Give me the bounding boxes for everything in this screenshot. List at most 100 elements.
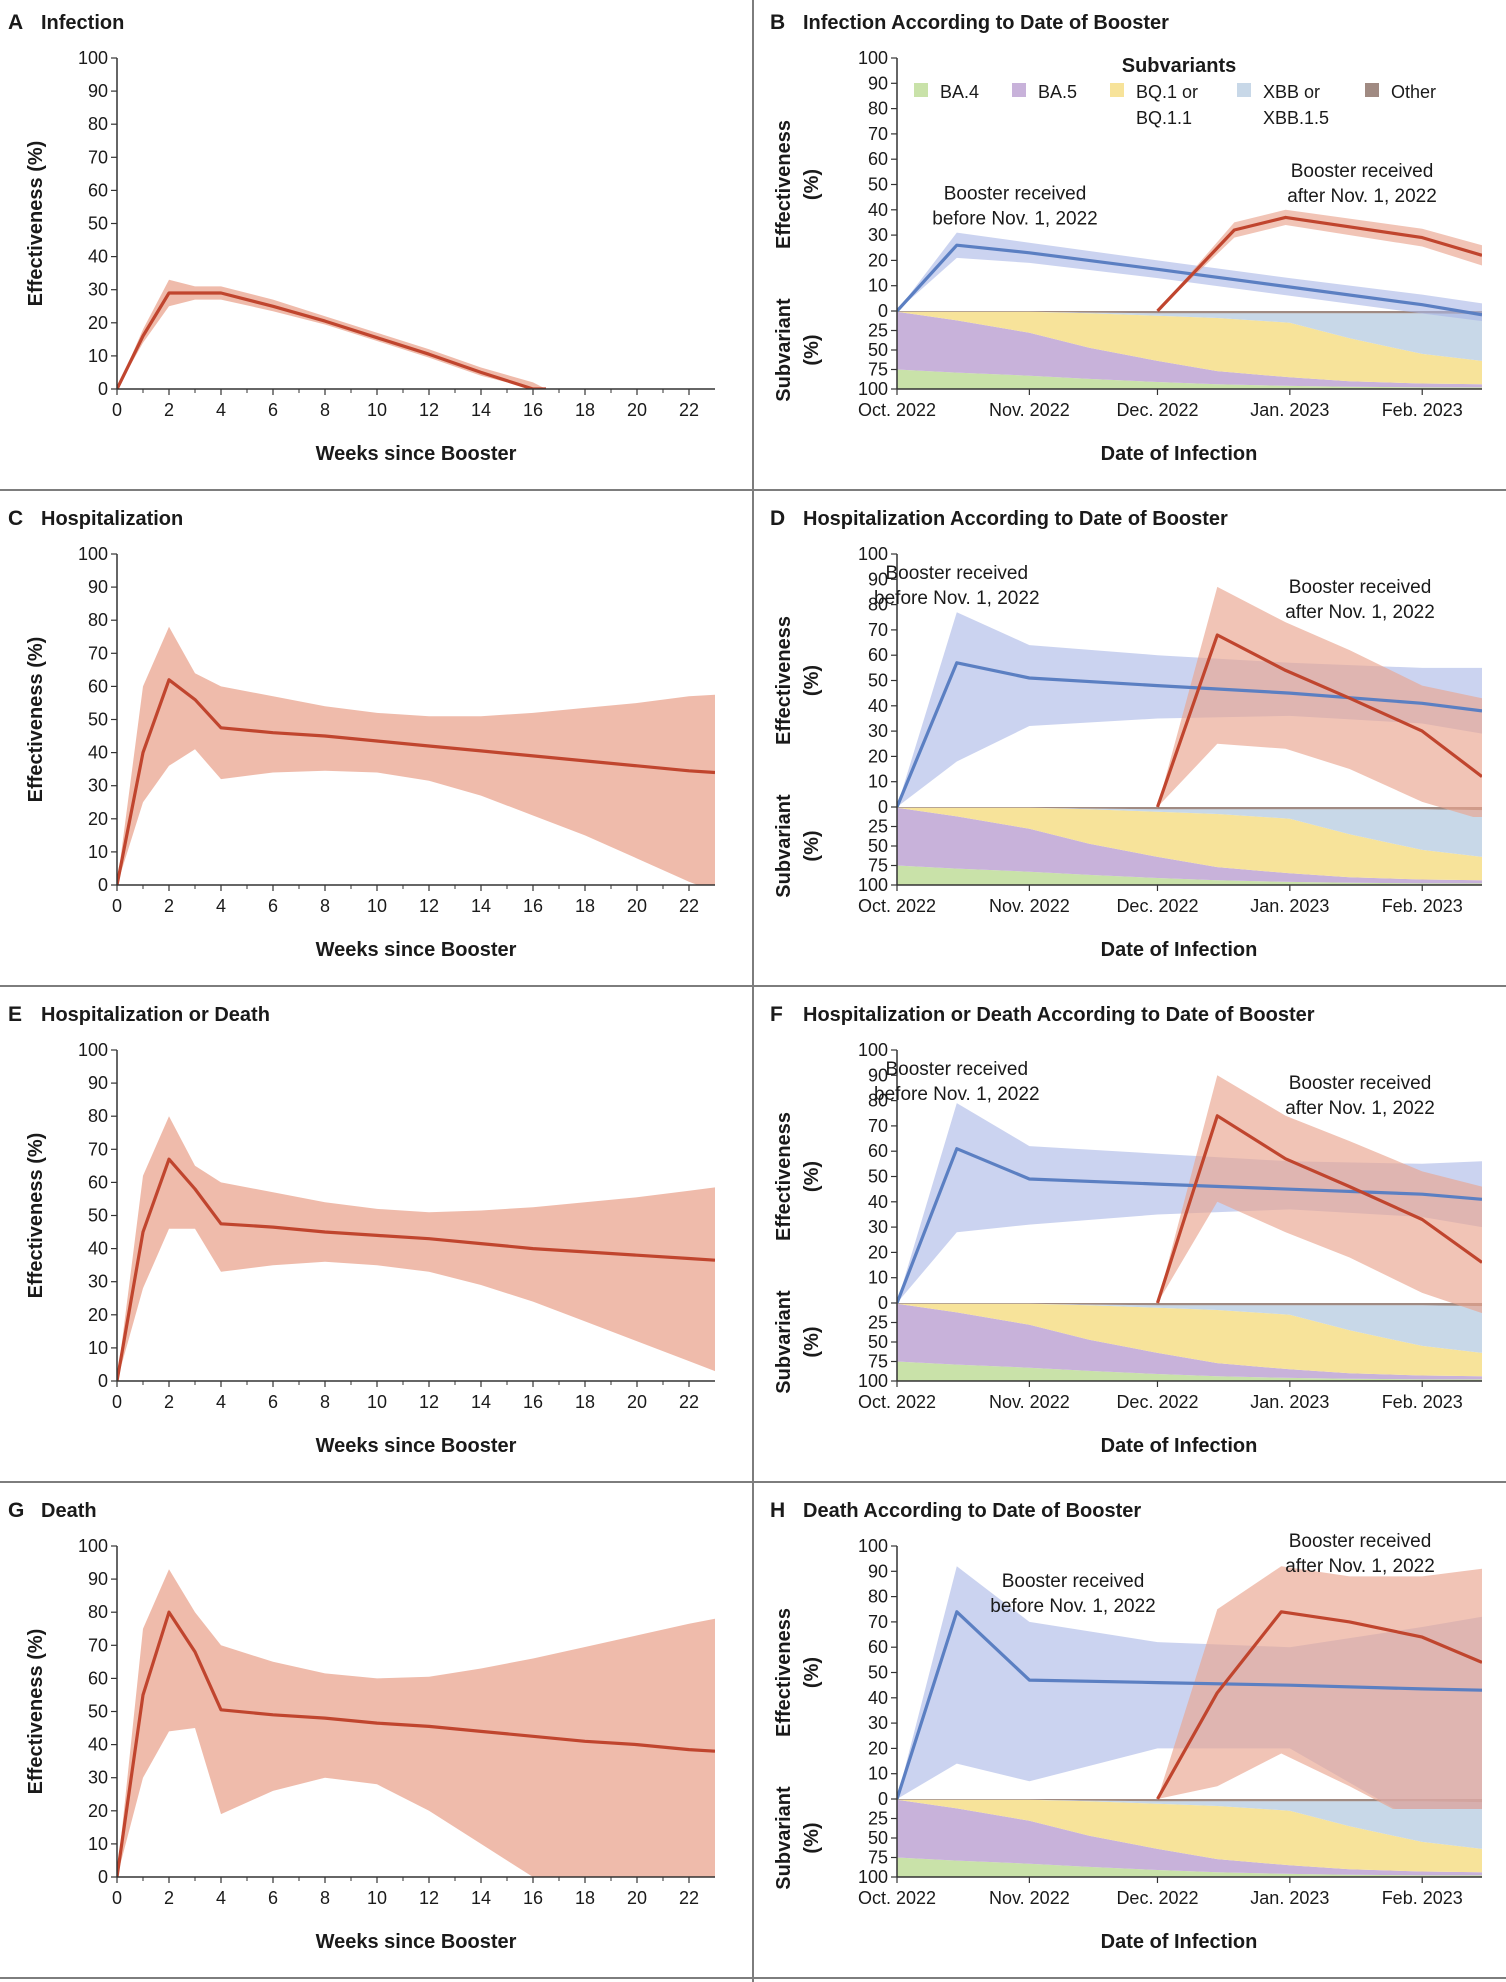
y-tick-label: 50 (868, 1167, 888, 1187)
y-tick-label: 40 (868, 200, 888, 220)
before-effectiveness-line (897, 661, 1482, 808)
y-tick-label: 100 (78, 1536, 108, 1556)
subvariant-area-bq-1-or-bq-1-1 (897, 311, 1482, 385)
x-tick-label: 2 (164, 400, 174, 420)
x-tick-label: 10 (367, 896, 387, 916)
y-tick-label: 60 (88, 1172, 108, 1192)
y-tick-label: 40 (88, 1239, 108, 1259)
x-tick-label: 2 (164, 1392, 174, 1412)
y-tick-label: 100 (78, 544, 108, 564)
subvariant-stack (897, 807, 1482, 885)
annotation-before: before Nov. 1, 2022 (990, 1596, 1155, 1617)
y-tick-label: 70 (868, 1612, 888, 1632)
panel-letter: A (8, 11, 23, 34)
x-tick-label: 0 (112, 400, 122, 420)
y-tick-label: 0 (878, 1293, 888, 1313)
after-effectiveness-line (1156, 215, 1482, 313)
sub-tick-label: 50 (868, 1828, 888, 1848)
y-tick-label: 80 (868, 99, 888, 119)
y-axis-unit: (%) (801, 169, 823, 200)
y-tick-label: 10 (88, 1834, 108, 1854)
sub-tick-label: 100 (858, 1371, 888, 1391)
x-tick-label: 12 (419, 1392, 439, 1412)
annotation-before: before Nov. 1, 2022 (932, 209, 1097, 230)
y-tick-label: 80 (868, 595, 888, 615)
y-axis-title: Effectiveness (%) (25, 637, 47, 803)
panel-title: Hospitalization According to Date of Boo… (803, 508, 1228, 530)
y-tick-label: 70 (88, 643, 108, 663)
subvariant-stack (897, 1799, 1482, 1877)
subvariant-area-other (897, 311, 1482, 315)
annotation-before: before Nov. 1, 2022 (874, 1084, 1039, 1105)
y-tick-label: 40 (88, 247, 108, 267)
plot-area (117, 279, 546, 389)
subvariant-area-xbb-or-xbb-1-5 (897, 1303, 1482, 1353)
legend-swatch (1110, 83, 1124, 97)
x-tick-label: Feb. 2023 (1382, 896, 1463, 916)
y-tick-label: 0 (878, 797, 888, 817)
sub-tick-label: 75 (868, 360, 888, 380)
sub-axis-title: Subvariant (773, 1786, 795, 1890)
x-tick-label: 10 (367, 1888, 387, 1908)
subvariant-area-ba-4 (897, 1857, 1482, 1877)
y-axis-title: Effectiveness (%) (25, 1629, 47, 1795)
y-tick-label: 100 (858, 1536, 888, 1556)
y-tick-label: 10 (868, 276, 888, 296)
sub-axis-unit: (%) (801, 830, 823, 861)
subvariant-stack (897, 311, 1482, 389)
subvariant-area-bq-1-or-bq-1-1 (897, 807, 1482, 881)
y-tick-label: 40 (88, 1735, 108, 1755)
y-tick-label: 60 (88, 676, 108, 696)
y-tick-label: 80 (88, 1602, 108, 1622)
annotation-after: Booster received (1289, 1531, 1432, 1552)
x-tick-label: 20 (627, 400, 647, 420)
sub-tick-label: 50 (868, 1332, 888, 1352)
x-tick-label: 22 (679, 896, 699, 916)
y-axis-title: Effectiveness (773, 1112, 795, 1241)
y-tick-label: 30 (868, 225, 888, 245)
y-tick-label: 0 (98, 875, 108, 895)
subvariant-area-ba-5 (897, 1303, 1482, 1380)
annotation-before: Booster received (885, 1059, 1028, 1080)
y-tick-label: 60 (868, 149, 888, 169)
annotation-before: before Nov. 1, 2022 (874, 588, 1039, 609)
confidence-band (117, 1116, 715, 1381)
panel-letter: E (8, 1003, 22, 1026)
x-tick-label: 22 (679, 1888, 699, 1908)
y-tick-label: 0 (878, 301, 888, 321)
panel-a: A Infection 0 10 20 30 40 50 60 70 80 90 100 0 2 4 6 8 10 1… (8, 11, 715, 465)
legend-label: BQ.1 or (1136, 82, 1198, 102)
subvariant-area-other (897, 1303, 1482, 1307)
x-tick-label: 6 (268, 1888, 278, 1908)
x-tick-label: 18 (575, 896, 595, 916)
x-tick-label: 12 (419, 896, 439, 916)
plot-area (117, 1569, 715, 1877)
before-effectiveness-line (897, 243, 1482, 317)
panel-title: Death According to Date of Booster (803, 1500, 1141, 1522)
y-tick-label: 60 (88, 180, 108, 200)
x-tick-label: 10 (367, 400, 387, 420)
subvariant-area-bq-1-or-bq-1-1 (897, 1799, 1482, 1873)
sub-tick-label: 25 (868, 817, 888, 837)
y-tick-label: 70 (88, 1635, 108, 1655)
x-tick-label: 18 (575, 400, 595, 420)
sub-tick-label: 25 (868, 1313, 888, 1333)
sub-axis-title: Subvariant (773, 1290, 795, 1394)
y-tick-label: 100 (858, 1040, 888, 1060)
before-effectiveness-line (897, 1147, 1482, 1304)
y-tick-label: 10 (88, 346, 108, 366)
y-tick-label: 70 (868, 620, 888, 640)
x-axis-title: Weeks since Booster (316, 939, 517, 961)
panel-title: Infection According to Date of Booster (803, 12, 1169, 34)
sub-axis-unit: (%) (801, 334, 823, 365)
y-tick-label: 90 (868, 1065, 888, 1085)
y-tick-label: 30 (868, 721, 888, 741)
y-tick-label: 80 (868, 1091, 888, 1111)
y-tick-label: 90 (88, 577, 108, 597)
x-axis-title: Date of Infection (1101, 1435, 1258, 1457)
y-tick-label: 20 (868, 250, 888, 270)
y-tick-label: 50 (88, 1206, 108, 1226)
x-tick-label: Nov. 2022 (989, 1392, 1070, 1412)
subvariant-area-bq-1-or-bq-1-1 (897, 1303, 1482, 1377)
x-tick-label: 8 (320, 896, 330, 916)
